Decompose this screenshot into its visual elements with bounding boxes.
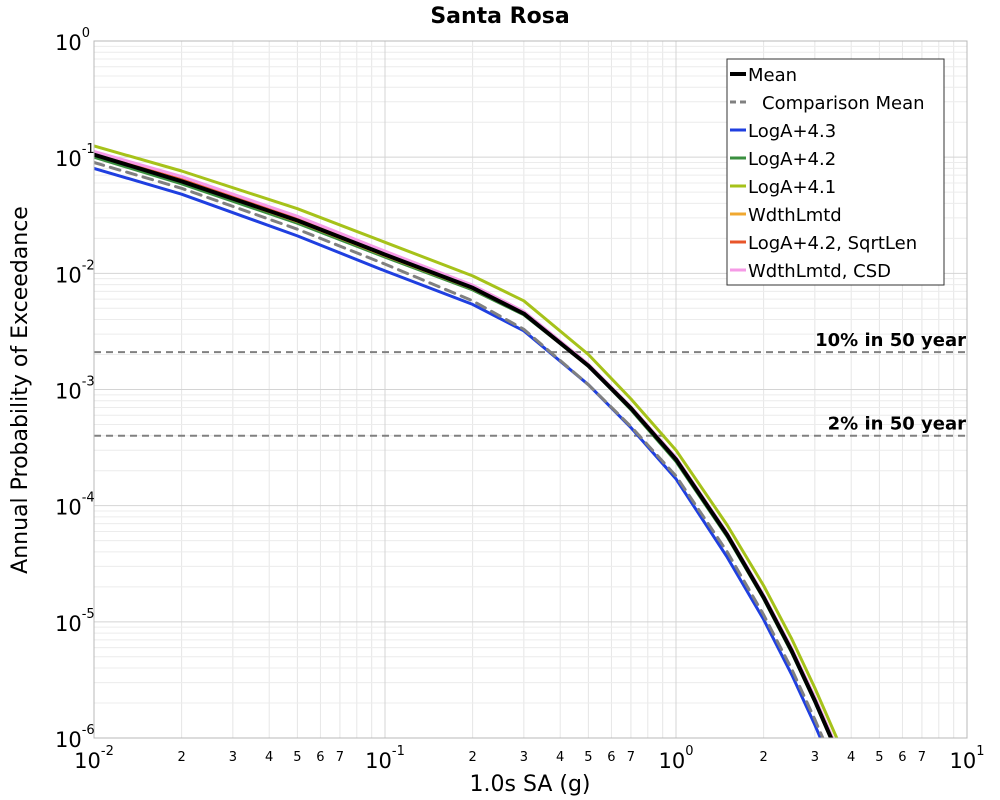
legend: Mean Comparison Mean LogA+4.3 LogA+4.2 LogA+… <box>726 58 945 286</box>
y-tick-base: 10 <box>55 496 82 520</box>
reference-line-label: 2% in 50 year <box>828 414 966 435</box>
x-minor-tick-label: 6 <box>316 750 324 765</box>
y-tick-exponent: -1 <box>82 142 95 157</box>
x-minor-tick-label: 3 <box>229 750 237 765</box>
x-tick-exponent: -2 <box>101 744 114 759</box>
x-minor-tick-label: 5 <box>584 750 592 765</box>
y-tick-base: 10 <box>55 380 82 404</box>
y-tick-base: 10 <box>55 612 82 636</box>
x-minor-tick-label: 3 <box>520 750 528 765</box>
x-tick-base: 10 <box>949 749 976 773</box>
y-tick-label: 10-1 <box>55 142 95 171</box>
legend-entry: LogA+4.1 <box>748 177 836 198</box>
x-tick-label: 10-1 <box>365 744 405 773</box>
legend-entry: WdthLmtd, CSD <box>748 261 891 282</box>
series-line-comparison-mean <box>94 161 825 738</box>
x-minor-tick-label: 7 <box>918 750 926 765</box>
series-line-mean <box>94 152 834 738</box>
series-line-loga-4-1 <box>94 144 839 738</box>
x-tick-label: 10-2 <box>74 744 114 773</box>
y-tick-exponent: 0 <box>82 26 90 41</box>
x-tick-exponent: 1 <box>976 744 984 759</box>
x-tick-base: 10 <box>658 749 685 773</box>
x-tick-exponent: -1 <box>392 744 405 759</box>
x-minor-tick-label: 4 <box>847 750 855 765</box>
y-tick-label: 100 <box>55 26 90 55</box>
legend-entry: WdthLmtd <box>748 205 842 226</box>
x-minor-tick-label: 4 <box>265 750 273 765</box>
plot-frame <box>93 40 968 739</box>
legend-entry: Mean <box>748 65 797 86</box>
x-minor-tick-label: 6 <box>607 750 615 765</box>
x-minor-tick-label: 6 <box>898 750 906 765</box>
y-tick-base: 10 <box>55 147 82 171</box>
legend-box <box>726 58 945 286</box>
x-tick-label: 101 <box>949 744 984 773</box>
x-minor-tick-label: 7 <box>336 750 344 765</box>
x-minor-tick-label: 5 <box>875 750 883 765</box>
x-minor-tick-label: 5 <box>293 750 301 765</box>
legend-entry: Comparison Mean <box>762 93 925 114</box>
legend-entry: LogA+4.2, SqrtLen <box>748 233 917 254</box>
y-tick-label: 10-3 <box>55 375 95 404</box>
x-tick-base: 10 <box>74 749 101 773</box>
reference-lines: 10% in 50 year 2% in 50 year <box>94 330 967 437</box>
x-minor-tick-label: 4 <box>556 750 564 765</box>
legend-entry: LogA+4.2 <box>748 149 836 170</box>
y-tick-label: 10-4 <box>55 491 95 520</box>
x-tick-label: 100 <box>658 744 693 773</box>
y-tick-base: 10 <box>55 263 82 287</box>
y-tick-label: 10-6 <box>55 723 95 752</box>
y-tick-base: 10 <box>55 728 82 752</box>
y-tick-exponent: -6 <box>82 723 95 738</box>
x-minor-tick-label: 3 <box>811 750 819 765</box>
y-tick-label: 10-5 <box>55 607 95 636</box>
legend-entry: LogA+4.3 <box>748 121 836 142</box>
x-tick-exponent: 0 <box>685 744 693 759</box>
y-tick-base: 10 <box>55 31 82 55</box>
y-axis-label: Annual Probability of Exceedance <box>8 206 33 574</box>
chart-title: Santa Rosa <box>430 4 569 29</box>
data-series <box>94 144 839 738</box>
grid <box>93 40 968 739</box>
x-axis-label: 1.0s SA (g) <box>470 772 591 797</box>
x-tick-base: 10 <box>365 749 392 773</box>
y-tick-exponent: -5 <box>82 607 95 622</box>
y-tick-exponent: -2 <box>82 258 95 273</box>
x-minor-tick-label: 2 <box>177 750 185 765</box>
x-minor-tick-label: 7 <box>627 750 635 765</box>
y-tick-label: 10-2 <box>55 258 95 287</box>
x-minor-tick-label: 2 <box>468 750 476 765</box>
y-tick-exponent: -4 <box>82 491 95 506</box>
y-tick-exponent: -3 <box>82 375 95 390</box>
x-minor-tick-label: 2 <box>759 750 767 765</box>
reference-line-label: 10% in 50 year <box>815 330 966 351</box>
